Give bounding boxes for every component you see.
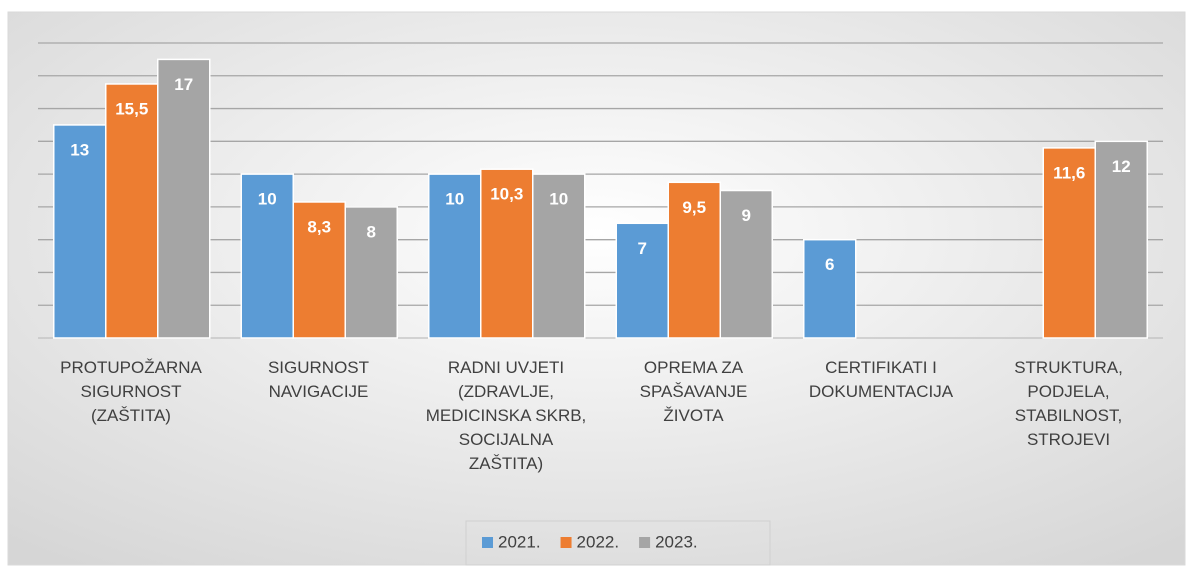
data-label: 10 xyxy=(445,190,464,209)
bar xyxy=(719,189,773,339)
x-tick-label: OPREMA ZA SPAŠAVANJE ŽIVOTA xyxy=(639,358,748,425)
x-tick-label: STRUKTURA, PODJELA, STABILNOST, STROJEVI xyxy=(1014,358,1123,449)
bar xyxy=(532,173,586,339)
x-tick-label: SIGURNOST NAVIGACIJE xyxy=(267,358,370,401)
bar xyxy=(803,238,857,339)
legend-swatch xyxy=(560,537,572,548)
bar xyxy=(1042,147,1096,339)
bar xyxy=(157,58,211,339)
data-label: 15,5 xyxy=(115,99,148,118)
legend-label: 2023. xyxy=(655,532,698,551)
data-label: 8,3 xyxy=(307,217,331,236)
data-label: 12 xyxy=(1112,157,1131,176)
data-label: 9 xyxy=(742,206,751,225)
x-tick-label: PROTUPOŽARNA SIGURNOST (ZAŠTITA) xyxy=(60,358,202,425)
legend-box xyxy=(465,520,771,566)
bar xyxy=(53,124,107,339)
bar xyxy=(344,206,398,339)
legend-swatch xyxy=(639,537,651,548)
data-label: 10,3 xyxy=(490,185,523,204)
bar xyxy=(105,83,159,339)
bar xyxy=(240,173,294,339)
data-label: 10 xyxy=(258,190,277,209)
x-tick-label: RADNI UVJETI (ZDRAVLJE, MEDICINSKA SKRB,… xyxy=(425,358,587,473)
data-label: 7 xyxy=(638,239,647,258)
data-label: 13 xyxy=(70,140,89,159)
data-label: 17 xyxy=(174,75,193,94)
x-tick-label: CERTIFIKATI I DOKUMENTACIJA xyxy=(808,358,954,401)
data-label: 9,5 xyxy=(682,198,706,217)
data-label: 8 xyxy=(367,222,376,241)
data-label: 10 xyxy=(549,190,568,209)
legend-label: 2021. xyxy=(498,532,541,551)
legend-swatch xyxy=(482,537,493,548)
data-label: 6 xyxy=(825,255,834,274)
bar xyxy=(292,201,346,339)
data-label: 11,6 xyxy=(1053,163,1085,182)
legend-label: 2022. xyxy=(577,532,620,551)
bar xyxy=(667,181,721,339)
bar xyxy=(1094,140,1148,339)
